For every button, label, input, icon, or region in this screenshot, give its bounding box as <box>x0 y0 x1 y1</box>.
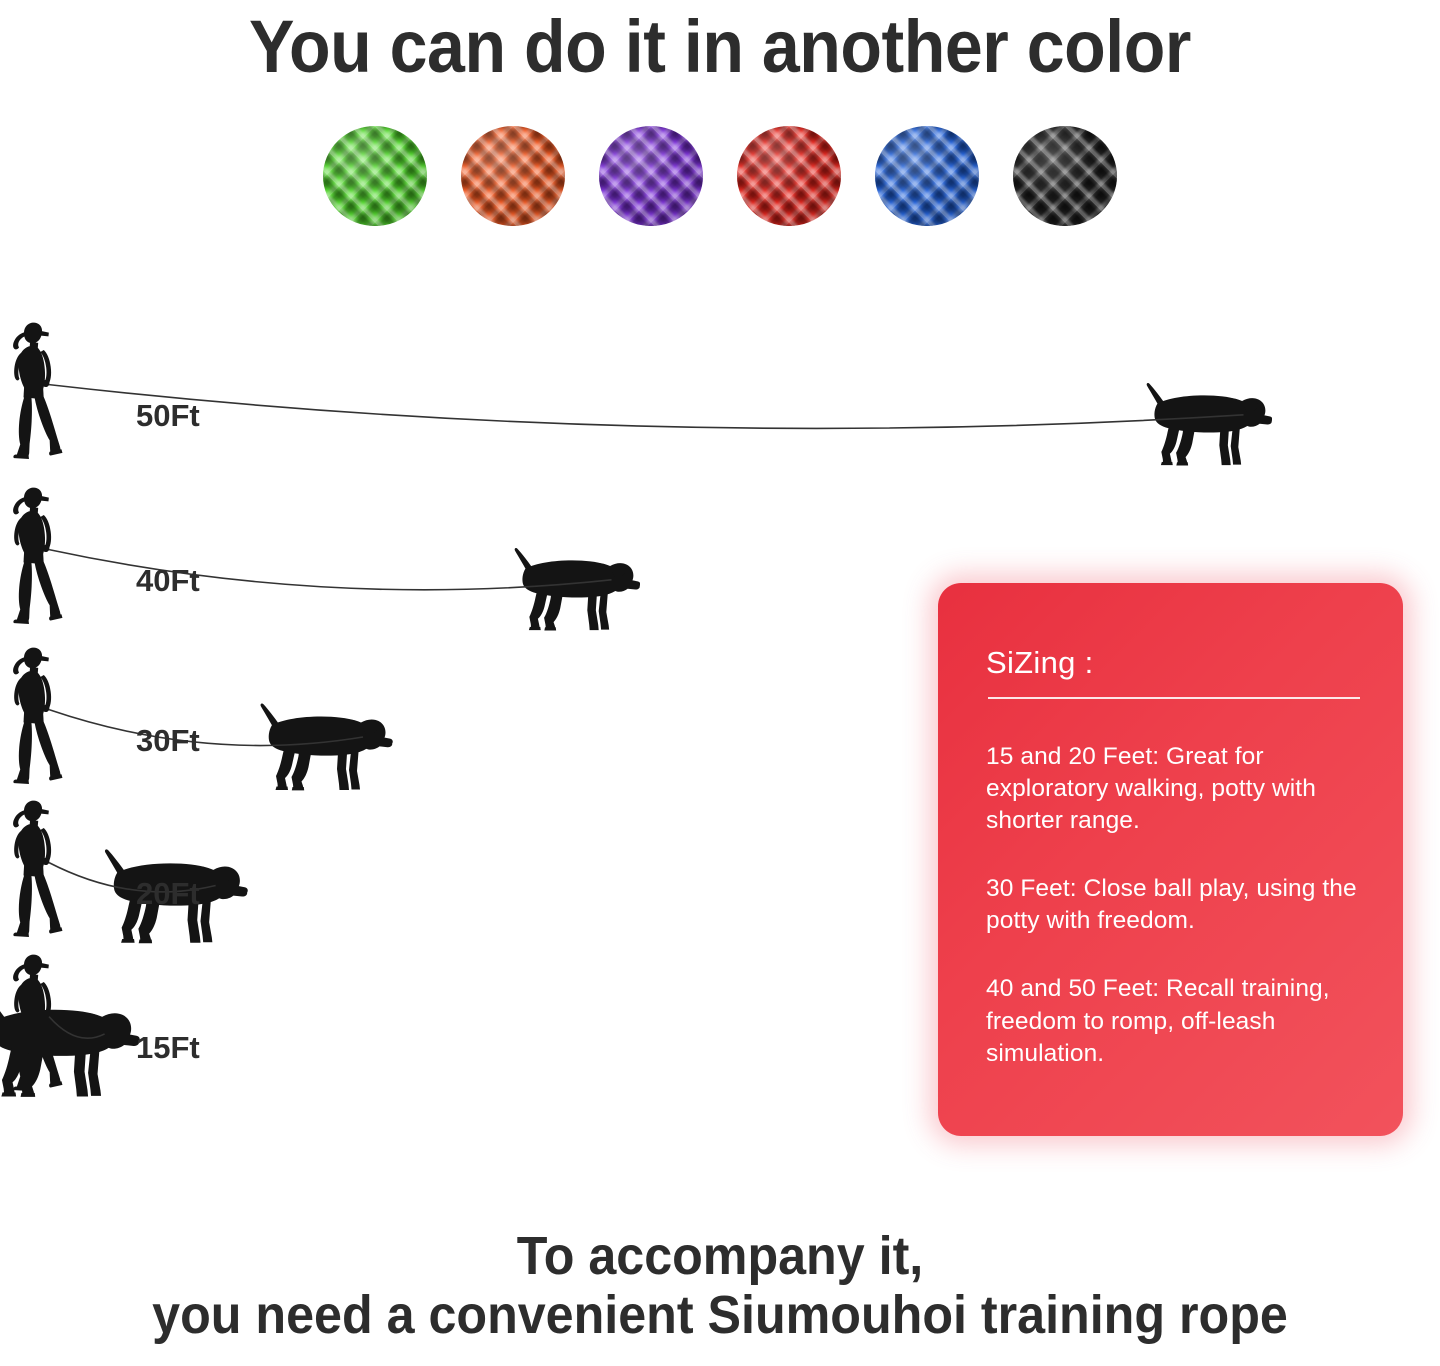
page-title: You can do it in another color <box>249 5 1191 88</box>
person-walking <box>2 798 67 945</box>
color-swatch-black[interactable] <box>1013 126 1117 226</box>
color-swatch-purple[interactable] <box>599 126 703 226</box>
dog-walking <box>243 693 393 798</box>
leash-line <box>48 861 216 893</box>
leash-row-30ft: 30Ft <box>0 645 1440 797</box>
weave-texture <box>323 126 427 226</box>
dog-silhouette <box>514 547 640 631</box>
person-silhouette <box>13 322 63 459</box>
color-swatch-blue[interactable] <box>875 126 979 226</box>
dog-silhouette <box>104 849 248 944</box>
sizing-item: 40 and 50 Feet: Recall training, freedom… <box>986 975 1330 1067</box>
color-swatch-green[interactable] <box>323 126 427 226</box>
sizing-item: 15 and 20 Feet: Great for exploratory wa… <box>986 743 1316 835</box>
person-walking <box>2 645 67 792</box>
distance-label-30ft: 30Ft <box>136 723 200 758</box>
person-silhouette <box>13 487 63 624</box>
dog-walking <box>0 982 140 1105</box>
distance-label-50ft: 50Ft <box>136 398 200 433</box>
sizing-info-card: SiZing : 15 and 20 Feet: Great for explo… <box>938 583 1403 1136</box>
person-walking <box>2 320 67 467</box>
sizing-card-title: SiZing : <box>986 645 1094 680</box>
leash-line <box>48 1016 105 1040</box>
distance-label-15ft: 15Ft <box>136 1030 200 1065</box>
weave-texture <box>461 126 565 226</box>
swatch-shading <box>737 126 841 226</box>
sizing-divider <box>988 697 1360 699</box>
footer-line-1: To accompany it, <box>516 1226 924 1286</box>
leash-row-40ft: 40Ft <box>0 485 1440 637</box>
swatch-shading <box>599 126 703 226</box>
dog-walking <box>1130 373 1273 473</box>
leash-line <box>48 383 1244 430</box>
person-walking <box>2 485 67 632</box>
leash-row-15ft: 15Ft <box>0 952 1440 1104</box>
swatch-shading <box>1013 126 1117 226</box>
leash-line <box>48 708 364 747</box>
weave-texture <box>1013 126 1117 226</box>
person-silhouette <box>13 647 63 784</box>
footer-line-2: you need a convenient Siumouhoi training… <box>152 1285 1288 1346</box>
swatch-shading <box>875 126 979 226</box>
swatch-shading <box>323 126 427 226</box>
dog-silhouette <box>0 1009 140 1097</box>
swatch-shading <box>461 126 565 226</box>
color-swatch-orange[interactable] <box>461 126 565 226</box>
person-silhouette <box>13 800 63 937</box>
sizing-item: 30 Feet: Close ball play, using the pott… <box>986 875 1357 935</box>
dog-walking <box>498 538 641 638</box>
color-swatch-red[interactable] <box>737 126 841 226</box>
footer-tagline: To accompany it, you need a convenient S… <box>0 1226 1440 1346</box>
leash-row-50ft: 50Ft <box>0 320 1440 472</box>
distance-label-40ft: 40Ft <box>136 563 200 598</box>
dog-silhouette <box>260 703 393 791</box>
distance-label-20ft: 20Ft <box>136 876 200 911</box>
weave-texture <box>599 126 703 226</box>
leash-line <box>48 548 612 591</box>
leash-row-20ft: 20Ft <box>0 798 1440 950</box>
dog-walking <box>86 838 248 951</box>
weave-texture <box>737 126 841 226</box>
dog-silhouette <box>1146 382 1272 466</box>
color-swatch-row <box>0 126 1440 226</box>
weave-texture <box>875 126 979 226</box>
leash-length-diagram: 50Ft <box>0 320 1440 1150</box>
